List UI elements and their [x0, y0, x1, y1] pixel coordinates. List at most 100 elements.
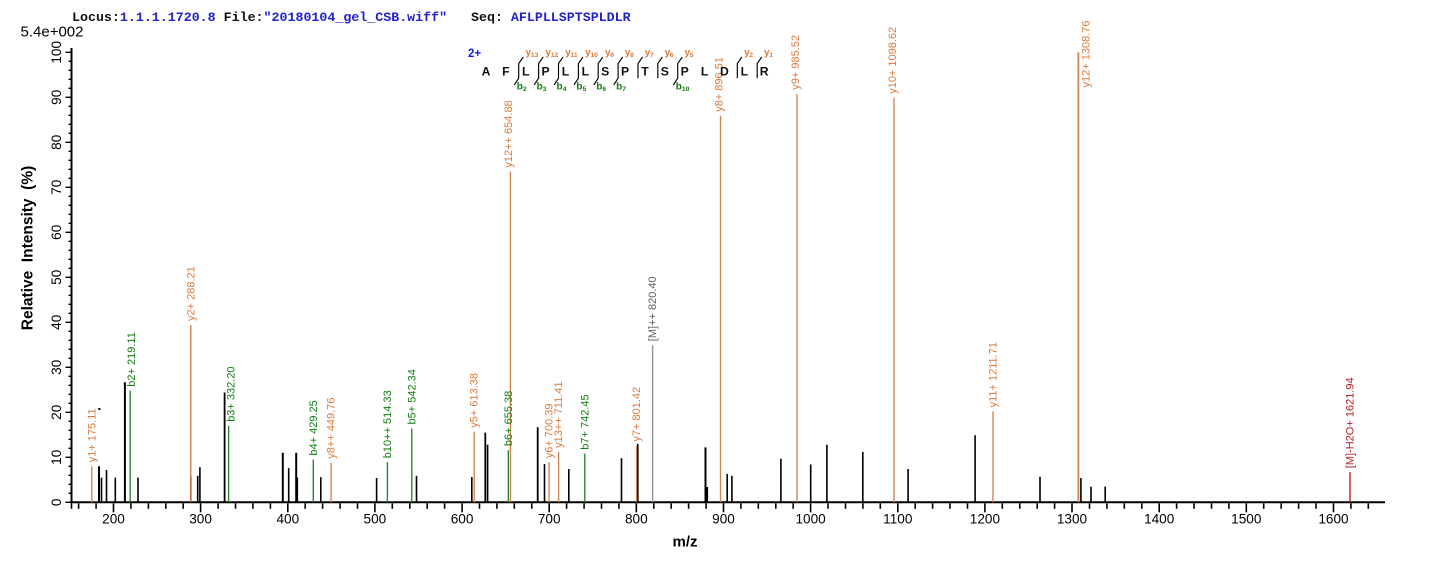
svg-text:y9+ 985.52: y9+ 985.52: [790, 35, 802, 90]
svg-text:600: 600: [451, 512, 474, 527]
svg-text:7: 7: [622, 86, 626, 93]
svg-text:A: A: [482, 64, 491, 78]
svg-text:F: F: [502, 64, 509, 78]
svg-text:1600: 1600: [1318, 512, 1349, 527]
svg-text:5.4e+002: 5.4e+002: [21, 24, 84, 41]
svg-text:10: 10: [590, 52, 598, 59]
svg-text:Locus:1.1.1.1720.8 File:"20180: Locus:1.1.1.1720.8 File:"20180104_gel_CS…: [72, 10, 447, 25]
svg-text:L: L: [562, 64, 570, 78]
svg-text:40: 40: [49, 314, 64, 330]
svg-text:L: L: [741, 64, 749, 78]
svg-text:y: y: [545, 48, 551, 59]
svg-text:7: 7: [650, 52, 654, 59]
svg-text:y: y: [605, 48, 611, 59]
svg-text:200: 200: [102, 512, 125, 527]
svg-text:y: y: [526, 48, 532, 59]
svg-text:y2+ 288.21: y2+ 288.21: [185, 266, 197, 321]
svg-text:b7+ 742.45: b7+ 742.45: [579, 394, 591, 449]
svg-text:y6+ 700.39: y6+ 700.39: [544, 403, 556, 458]
svg-text:1400: 1400: [1144, 512, 1175, 527]
svg-text:L: L: [701, 64, 709, 78]
svg-text:1300: 1300: [1057, 512, 1088, 527]
svg-text:y: y: [625, 48, 631, 59]
svg-text:b: b: [616, 82, 622, 93]
svg-text:80: 80: [49, 134, 64, 150]
svg-text:T: T: [641, 64, 649, 78]
svg-text:b: b: [576, 82, 582, 93]
svg-text:3: 3: [543, 86, 547, 93]
svg-text:13: 13: [531, 52, 539, 59]
svg-text:y: y: [665, 48, 671, 59]
svg-text:P: P: [542, 64, 550, 78]
svg-text:1100: 1100: [883, 512, 913, 527]
svg-text:6: 6: [670, 52, 674, 59]
svg-text:b10++ 514.33: b10++ 514.33: [382, 390, 394, 458]
svg-text:y: y: [764, 48, 770, 59]
svg-text:y: y: [685, 48, 691, 59]
svg-text:y13++ 711.41: y13++ 711.41: [553, 381, 565, 447]
svg-text:1500: 1500: [1231, 512, 1262, 527]
svg-text:b: b: [676, 82, 682, 93]
svg-text:300: 300: [189, 512, 212, 527]
svg-text:y8++ 449.76: y8++ 449.76: [326, 398, 338, 459]
svg-text:y: y: [645, 48, 651, 59]
svg-text:100: 100: [49, 41, 64, 64]
svg-text:30: 30: [49, 359, 64, 375]
svg-text:8: 8: [630, 52, 634, 59]
svg-text:D: D: [720, 64, 729, 78]
svg-text:L: L: [522, 64, 530, 78]
svg-text:Relative Intensity (%): Relative Intensity (%): [20, 166, 37, 331]
svg-text:1200: 1200: [970, 512, 1001, 527]
svg-text:[M]-H2O+ 1621.94: [M]-H2O+ 1621.94: [1345, 377, 1357, 468]
svg-text:b: b: [537, 82, 543, 93]
svg-text:y5+ 613.38: y5+ 613.38: [469, 373, 481, 428]
svg-text:5: 5: [690, 52, 694, 59]
svg-text:b: b: [517, 82, 523, 93]
svg-text:y: y: [585, 48, 591, 59]
svg-text:11: 11: [571, 52, 578, 59]
svg-text:0: 0: [49, 498, 64, 506]
svg-text:4: 4: [563, 86, 567, 93]
svg-text:P: P: [681, 64, 689, 78]
svg-text:900: 900: [712, 512, 735, 527]
svg-text:20: 20: [49, 404, 64, 420]
svg-text:y1+ 175.11: y1+ 175.11: [86, 408, 98, 462]
svg-text:6: 6: [602, 86, 606, 93]
svg-text:b: b: [596, 82, 602, 93]
svg-text:800: 800: [625, 512, 648, 527]
svg-text:2: 2: [749, 52, 753, 59]
svg-text:10: 10: [49, 449, 64, 465]
svg-text:60: 60: [49, 224, 64, 240]
svg-text:1000: 1000: [795, 512, 826, 527]
svg-text:y12+ 1308.76: y12+ 1308.76: [1081, 21, 1093, 88]
svg-text:b6+ 655.38: b6+ 655.38: [503, 391, 515, 446]
svg-text:y7+ 801.42: y7+ 801.42: [631, 387, 643, 442]
svg-text:90: 90: [49, 89, 64, 105]
svg-text:b3+ 332.20: b3+ 332.20: [226, 366, 238, 421]
svg-text:12: 12: [551, 52, 559, 59]
svg-text:1: 1: [769, 52, 773, 59]
svg-text:9: 9: [610, 52, 614, 59]
svg-text:S: S: [661, 64, 669, 78]
svg-text:10: 10: [682, 86, 690, 93]
svg-text:Seq: AFLPLLSPTSPLDLR: Seq: AFLPLLSPTSPLDLR: [471, 10, 631, 25]
svg-text:P: P: [621, 64, 629, 78]
svg-text:b5+ 542.34: b5+ 542.34: [406, 369, 418, 424]
svg-text:y8+ 896.51: y8+ 896.51: [714, 57, 726, 112]
svg-text:b2+ 219.11: b2+ 219.11: [126, 332, 138, 387]
svg-text:2: 2: [523, 86, 527, 93]
svg-text:700: 700: [538, 512, 561, 527]
svg-text:y10+ 1098.62: y10+ 1098.62: [887, 27, 899, 94]
svg-text:50: 50: [49, 269, 64, 285]
svg-text:b4+ 429.25: b4+ 429.25: [308, 400, 320, 455]
svg-text:5: 5: [583, 86, 587, 93]
svg-text:R: R: [760, 64, 769, 78]
svg-text:400: 400: [276, 512, 299, 527]
svg-text:S: S: [601, 64, 609, 78]
svg-text:L: L: [582, 64, 590, 78]
svg-text:70: 70: [49, 179, 64, 195]
svg-text:y: y: [565, 48, 571, 59]
svg-text:500: 500: [364, 512, 387, 527]
svg-text:[M]++ 820.40: [M]++ 820.40: [647, 276, 659, 341]
svg-text:m/z: m/z: [672, 534, 697, 551]
